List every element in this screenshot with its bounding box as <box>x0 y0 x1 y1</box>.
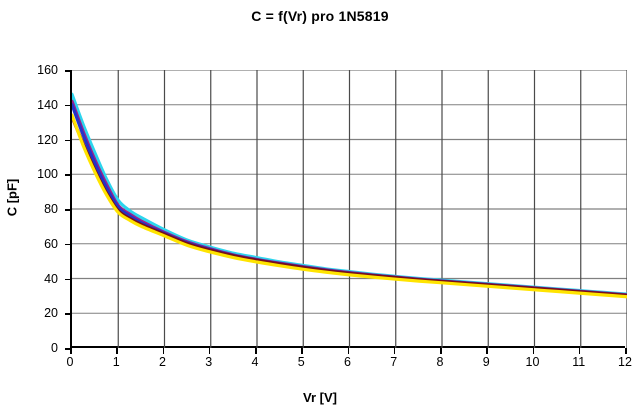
x-tick-mark <box>440 348 442 354</box>
x-tick-mark <box>255 348 257 354</box>
y-tick-label: 80 <box>44 202 58 216</box>
x-tick-label: 6 <box>344 355 351 369</box>
x-tick-mark <box>486 348 488 354</box>
y-axis-title: C [pF] <box>4 178 20 217</box>
y-tick-label: 40 <box>44 271 58 286</box>
y-tick-mark <box>65 139 71 141</box>
y-tick-mark <box>65 104 71 107</box>
chart-title: C = f(Vr) pro 1N5819 <box>251 8 389 24</box>
x-tick-mark <box>116 348 118 354</box>
y-tick-mark <box>65 278 71 280</box>
y-tick-label: 20 <box>44 306 58 321</box>
data-series-line <box>72 113 627 299</box>
x-tick-label: 1 <box>112 355 120 369</box>
x-tick-label: 2 <box>159 355 166 369</box>
plot-area <box>70 70 627 348</box>
x-tick-label: 5 <box>297 355 305 369</box>
x-tick-label: 9 <box>482 355 490 369</box>
x-tick-mark <box>347 348 349 354</box>
x-tick-mark <box>301 348 303 354</box>
y-tick-label: 160 <box>37 63 58 77</box>
y-tick-label: 120 <box>37 132 58 147</box>
y-tick-mark <box>65 313 71 315</box>
y-tick-mark <box>65 243 71 246</box>
x-tick-label: 11 <box>572 355 586 369</box>
y-tick-label: 0 <box>51 341 58 355</box>
y-tick-mark <box>65 174 71 176</box>
x-tick-mark <box>162 348 164 354</box>
x-tick-mark <box>625 348 627 354</box>
x-tick-label: 10 <box>525 355 540 369</box>
plot-svg <box>72 70 627 348</box>
x-tick-label: 7 <box>390 355 398 369</box>
x-tick-mark <box>393 348 396 354</box>
x-tick-label: 3 <box>205 355 213 369</box>
y-tick-mark <box>65 348 71 350</box>
x-tick-mark <box>70 348 72 354</box>
y-tick-mark <box>65 209 71 211</box>
x-tick-label: 8 <box>436 355 444 369</box>
y-tick-mark <box>65 70 71 72</box>
y-tick-label: 100 <box>37 167 58 182</box>
x-tick-label: 12 <box>618 355 632 369</box>
x-tick-label: 4 <box>251 355 259 369</box>
x-tick-mark <box>208 348 211 354</box>
x-axis-title: Vr [V] <box>303 390 337 405</box>
y-tick-label: 60 <box>44 236 58 251</box>
y-tick-label: 140 <box>37 97 58 112</box>
x-tick-mark <box>532 348 534 354</box>
x-tick-mark <box>578 348 581 354</box>
y-axis-tick-labels: 0 20 40 60 80 100 120 140 160 <box>0 0 66 417</box>
x-tick-label: 0 <box>66 355 74 369</box>
